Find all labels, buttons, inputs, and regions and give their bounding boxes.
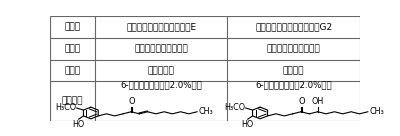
- Text: ジンジャーエキス粉末: ジンジャーエキス粉末: [134, 45, 188, 54]
- Text: 黄色粉末: 黄色粉末: [283, 66, 304, 75]
- Text: HO: HO: [72, 120, 84, 129]
- Text: H₃CO: H₃CO: [224, 103, 245, 112]
- Text: 6-ショウガオール：2.0%以上: 6-ショウガオール：2.0%以上: [120, 81, 202, 90]
- Text: 淡黄色粉末: 淡黄色粉末: [148, 66, 174, 75]
- Text: 商品名: 商品名: [64, 23, 80, 32]
- Text: O: O: [128, 97, 135, 106]
- Text: O: O: [298, 97, 305, 106]
- Text: CH₃: CH₃: [198, 107, 213, 116]
- Text: CH₃: CH₃: [369, 107, 384, 116]
- Text: 名　称: 名 称: [64, 45, 80, 54]
- Text: H₃CO: H₃CO: [55, 103, 76, 112]
- Text: ジンジャーエキスパウダーE: ジンジャーエキスパウダーE: [126, 23, 196, 32]
- Text: ジンジャーエキス粉末: ジンジャーエキス粉末: [267, 45, 320, 54]
- Text: ジンジャーエキスパウダーG2: ジンジャーエキスパウダーG2: [255, 23, 332, 32]
- Text: 性　状: 性 状: [64, 66, 80, 75]
- Text: 6-ジングロール：2.0%以上: 6-ジングロール：2.0%以上: [255, 81, 332, 90]
- Text: OH: OH: [312, 97, 324, 106]
- Text: 成分規格: 成分規格: [62, 97, 83, 106]
- Text: HO: HO: [241, 120, 253, 129]
